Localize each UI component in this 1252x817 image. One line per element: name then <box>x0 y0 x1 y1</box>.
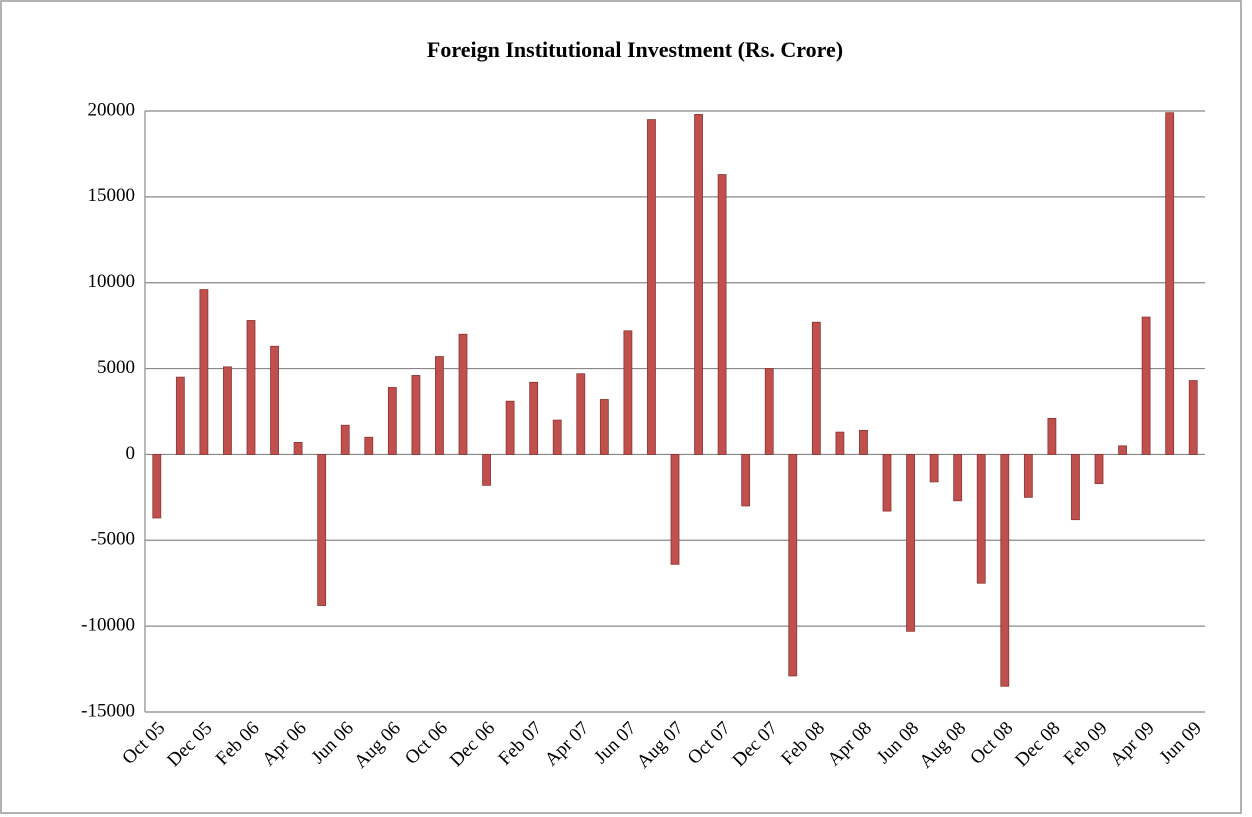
bar <box>364 436 374 455</box>
bar <box>223 366 232 455</box>
bar <box>552 419 562 455</box>
chart-title: Foreign Institutional Investment (Rs. Cr… <box>427 37 843 62</box>
bar <box>1071 454 1080 521</box>
bar <box>1165 112 1175 455</box>
bar <box>152 454 162 519</box>
bar <box>482 454 491 486</box>
bar <box>576 373 586 455</box>
bar <box>435 356 444 455</box>
bar <box>529 381 539 455</box>
bar <box>175 376 185 455</box>
bar <box>317 454 327 606</box>
y-tick-label: 0 <box>126 443 136 464</box>
bar <box>1094 454 1104 485</box>
bar <box>411 375 421 455</box>
bar <box>270 345 279 455</box>
bar <box>929 454 939 483</box>
bar <box>293 442 303 455</box>
bar <box>976 454 986 584</box>
bar <box>387 387 397 455</box>
bar <box>670 454 680 565</box>
y-tick-label: 5000 <box>97 357 135 378</box>
y-tick-label: -5000 <box>91 529 135 550</box>
y-tick-label: 15000 <box>88 185 136 206</box>
bar <box>859 429 868 455</box>
bar <box>1000 454 1010 687</box>
bar <box>811 321 821 455</box>
bar <box>1118 445 1127 455</box>
y-tick-label: 20000 <box>88 99 136 120</box>
y-tick-label: 10000 <box>88 271 136 292</box>
bar <box>647 119 656 455</box>
bar <box>788 454 798 677</box>
bar <box>953 454 963 502</box>
bar <box>741 454 751 507</box>
bar <box>246 320 256 455</box>
y-tick-label: -10000 <box>81 615 135 636</box>
bar <box>717 174 727 455</box>
y-tick-label: -15000 <box>81 700 135 721</box>
bar <box>1023 454 1033 498</box>
bar <box>199 289 209 455</box>
bar <box>505 400 515 455</box>
bar <box>458 333 468 455</box>
bar <box>1188 380 1198 455</box>
bar <box>694 114 703 455</box>
bar <box>882 454 892 512</box>
bar <box>623 330 633 455</box>
bar <box>340 424 350 455</box>
bar <box>835 431 845 455</box>
bar <box>1141 316 1151 455</box>
bar <box>764 368 774 455</box>
bar <box>1047 417 1057 455</box>
bar <box>599 399 609 455</box>
bar <box>906 454 915 632</box>
